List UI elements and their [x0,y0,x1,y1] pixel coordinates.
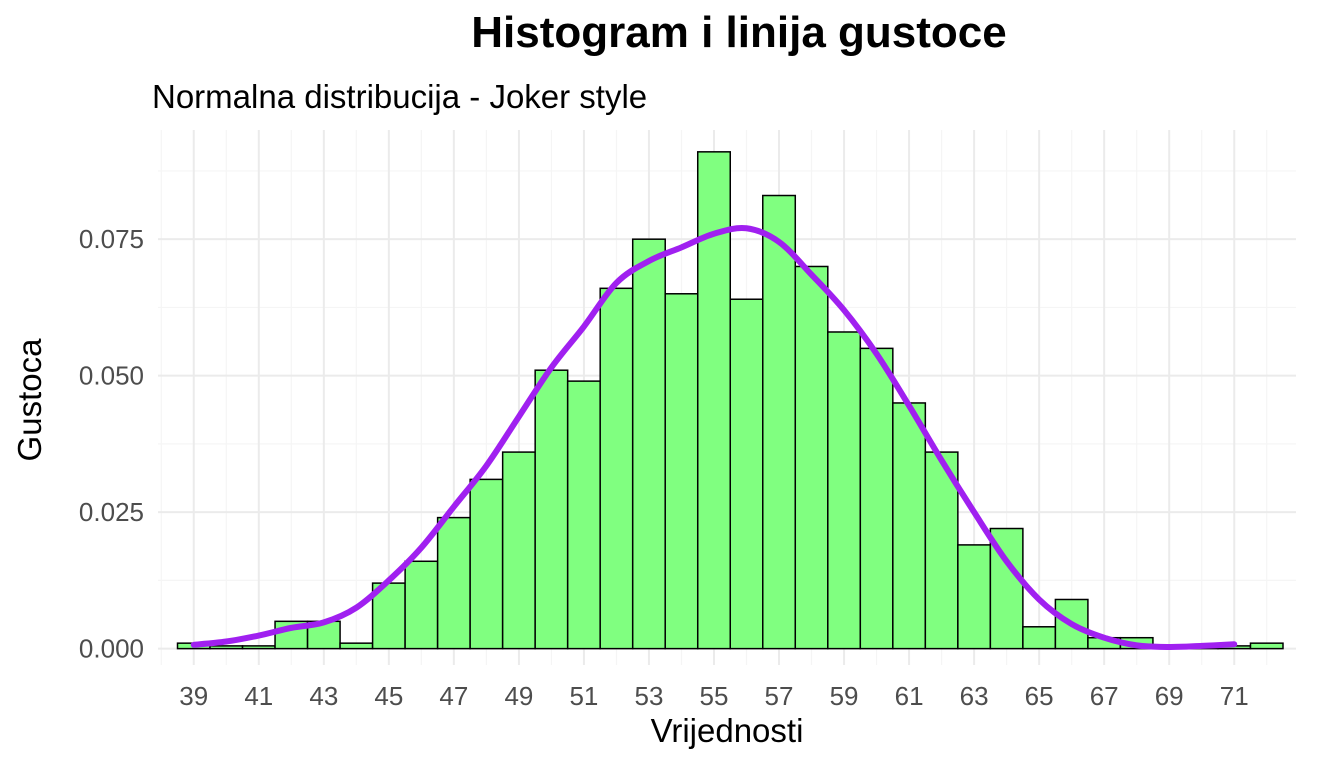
x-tick-label: 71 [1220,681,1249,711]
x-tick-label: 67 [1090,681,1119,711]
x-tick-label: 39 [179,681,208,711]
histogram-bar [241,645,276,650]
y-tick-label: 0.050 [79,361,144,391]
x-tick-label: 55 [700,681,729,711]
x-tick-label: 47 [439,681,468,711]
histogram-bar [209,645,244,650]
histogram-bar [534,369,569,650]
histogram-bar [827,331,862,650]
x-tick-label: 65 [1025,681,1054,711]
histogram-bars [176,151,1284,650]
x-tick-label: 59 [830,681,859,711]
x-axis-ticks: 39 41 43 45 47 49 51 53 55 57 59 61 63 65 67 69 71 [179,681,1248,711]
x-tick-label: 49 [504,681,533,711]
y-axis-title: Gustoca [11,338,48,462]
histogram-bar [1022,626,1057,650]
histogram-bar [469,478,504,650]
histogram-bar [436,516,471,650]
histogram-bar [696,151,732,650]
x-tick-label: 57 [765,681,794,711]
x-tick-label: 51 [569,681,598,711]
histogram-bar [501,451,536,650]
x-tick-label: 63 [960,681,989,711]
histogram-bar [1249,642,1284,650]
y-tick-label: 0.000 [79,634,144,664]
x-tick-label: 69 [1155,681,1184,711]
chart-subtitle: Normalna distribucija - Joker style [152,78,648,115]
histogram-bar [729,298,764,650]
x-tick-label: 43 [309,681,338,711]
x-tick-label: 53 [635,681,664,711]
histogram-bar [566,380,601,650]
histogram-bar [404,560,439,650]
y-axis-ticks: 0.000 0.025 0.050 0.075 [79,224,144,663]
histogram-bar [1054,598,1089,650]
histogram-bar [339,642,374,650]
chart-title: Histogram i linija gustoce [471,8,1007,57]
histogram-bar [599,287,634,650]
x-tick-label: 45 [374,681,403,711]
density-line-group [190,224,1238,650]
histogram-bar [957,544,992,650]
x-tick-label: 41 [244,681,273,711]
histogram-bar [892,402,927,650]
y-tick-label: 0.025 [79,497,144,527]
y-tick-label: 0.075 [79,224,144,254]
density-line [190,224,1238,650]
histogram-bar [859,347,894,650]
histogram-bar [794,265,829,650]
x-tick-label: 61 [895,681,924,711]
x-axis-title: Vrijednosti [650,712,804,749]
histogram-bar [762,194,797,650]
histogram-bar [924,451,959,650]
histogram-bar [664,293,699,650]
histogram-bar [631,238,666,650]
